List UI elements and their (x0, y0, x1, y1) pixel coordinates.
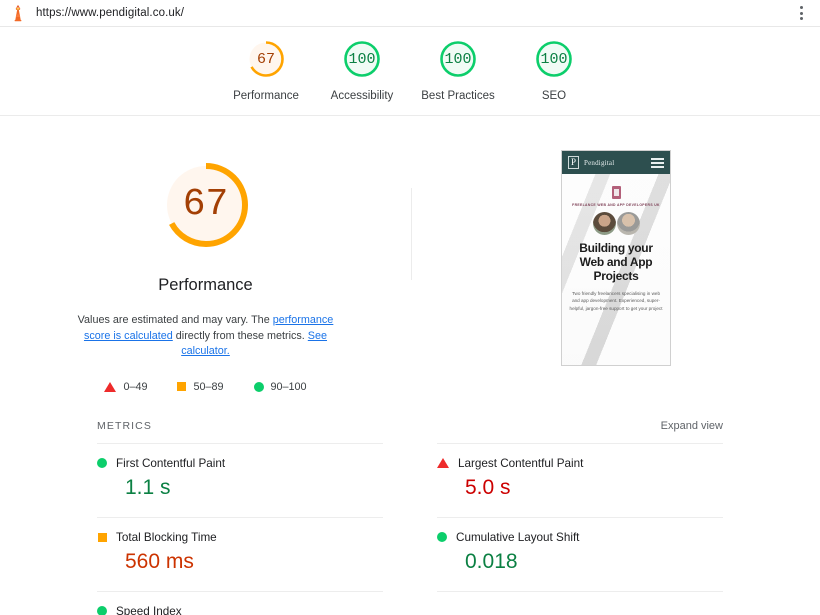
thumbnail-headline: Building your Web and App Projects (579, 241, 653, 283)
circle-icon (253, 381, 264, 392)
thumbnail-paragraph: Two friendly freelancers specialising in… (569, 291, 663, 311)
square-icon (97, 532, 107, 542)
score-item-accessibility[interactable]: 100 Accessibility (314, 39, 410, 102)
metric-cumulative-layout-shift[interactable]: Cumulative Layout Shift 0.018 (437, 516, 723, 591)
thumbnail-badge-icon (611, 186, 621, 199)
metric-label: Total Blocking Time (116, 530, 217, 544)
circle-icon (97, 606, 107, 615)
gauge-performance-small: 67 (246, 39, 286, 79)
metric-label: First Contentful Paint (116, 456, 226, 470)
score-value-best-practices: 100 (444, 50, 472, 68)
browser-url-bar: https://www.pendigital.co.uk/ (0, 0, 820, 27)
report-main: 67 Performance Values are estimated and … (0, 116, 820, 615)
legend-range-poor: 0–49 (123, 380, 148, 393)
hero-desc-middle: directly from these metrics. (172, 329, 308, 342)
hero-description: Values are estimated and may vary. The p… (73, 313, 339, 360)
legend-range-good: 90–100 (270, 380, 307, 393)
metric-label: Largest Contentful Paint (458, 456, 584, 470)
thumbnail-portraits (569, 212, 663, 235)
expand-view-button[interactable]: Expand view (660, 419, 723, 432)
metric-speed-index[interactable]: Speed Index 1.4 s (97, 590, 383, 615)
thumbnail-tagline: FREELANCE WEB AND APP DEVELOPERS UK (572, 203, 660, 207)
vertical-divider (411, 188, 412, 280)
metric-value: 0.018 (465, 549, 518, 573)
metric-value: 5.0 s (465, 475, 511, 499)
thumbnail-brand: Pendigital (584, 158, 615, 167)
metric-total-blocking-time[interactable]: Total Blocking Time 560 ms (97, 516, 383, 591)
triangle-icon (437, 458, 449, 468)
page-screenshot-thumbnail[interactable]: P Pendigital FREELANCE WEB AND APP DEVEL… (561, 150, 671, 366)
metric-value: 560 ms (125, 549, 194, 573)
kebab-menu-icon[interactable] (792, 3, 810, 23)
metric-label: Cumulative Layout Shift (456, 530, 580, 544)
category-score-strip: 67 Performance 100 Accessibility 100 Bes… (0, 27, 820, 116)
metrics-title: METRICS (97, 419, 152, 432)
metric-largest-contentful-paint[interactable]: Largest Contentful Paint 5.0 s (437, 442, 723, 517)
gauge-accessibility-small: 100 (342, 39, 382, 79)
performance-hero: 67 Performance Values are estimated and … (0, 116, 820, 393)
hamburger-icon (651, 157, 664, 168)
thumbnail-site-header: P Pendigital (562, 151, 670, 174)
triangle-icon (104, 381, 117, 392)
gauge-performance-large: 67 (156, 155, 256, 255)
metrics-section: METRICS Expand view First Contentful Pai… (0, 420, 820, 615)
gauge-best-practices-small: 100 (438, 39, 478, 79)
gauge-seo-small: 100 (534, 39, 574, 79)
thumbnail-logo: P (568, 156, 579, 169)
metrics-header: METRICS Expand view (97, 420, 723, 443)
score-item-seo[interactable]: 100 SEO (506, 39, 602, 102)
score-value-seo: 100 (540, 50, 568, 68)
metrics-grid: First Contentful Paint 1.1 s Largest Con… (97, 442, 723, 615)
metric-placeholder (437, 590, 723, 592)
circle-icon (97, 458, 107, 468)
score-item-best-practices[interactable]: 100 Best Practices (410, 39, 506, 102)
legend-range-average: 50–89 (193, 380, 224, 393)
legend-item-poor: 0–49 (104, 381, 147, 393)
circle-icon (437, 532, 447, 542)
final-screenshot-panel: P Pendigital FREELANCE WEB AND APP DEVEL… (412, 150, 820, 393)
performance-summary: 67 Performance Values are estimated and … (0, 150, 411, 393)
score-label-best-practices: Best Practices (421, 90, 495, 102)
avatar (616, 212, 640, 235)
gauge-value-large: 67 (182, 183, 229, 226)
score-label-accessibility: Accessibility (330, 90, 394, 102)
legend-item-average: 50–89 (177, 380, 224, 393)
hero-title: Performance (158, 276, 253, 294)
square-icon (177, 382, 187, 391)
score-legend: 0–49 50–89 90–100 (104, 380, 307, 393)
score-label-seo: SEO (541, 90, 567, 102)
link-see-calculator[interactable]: See calculator. (181, 329, 328, 358)
hero-desc-prefix: Values are estimated and may vary. The (77, 314, 273, 326)
lighthouse-icon (8, 3, 28, 23)
avatar (592, 212, 616, 235)
thumbnail-hero: FREELANCE WEB AND APP DEVELOPERS UK Buil… (562, 174, 670, 365)
metric-label: Speed Index (116, 604, 182, 615)
metric-value: 1.1 s (125, 475, 171, 499)
link-performance-score-calculated[interactable]: performance score is calculated (83, 314, 334, 342)
legend-item-good: 90–100 (253, 380, 307, 393)
score-label-performance: Performance (233, 90, 299, 102)
metric-first-contentful-paint[interactable]: First Contentful Paint 1.1 s (97, 442, 383, 517)
url-text[interactable]: https://www.pendigital.co.uk/ (36, 7, 185, 19)
score-item-performance[interactable]: 67 Performance (218, 39, 314, 102)
score-value-accessibility: 100 (348, 50, 376, 68)
score-value-performance: 67 (256, 50, 275, 68)
